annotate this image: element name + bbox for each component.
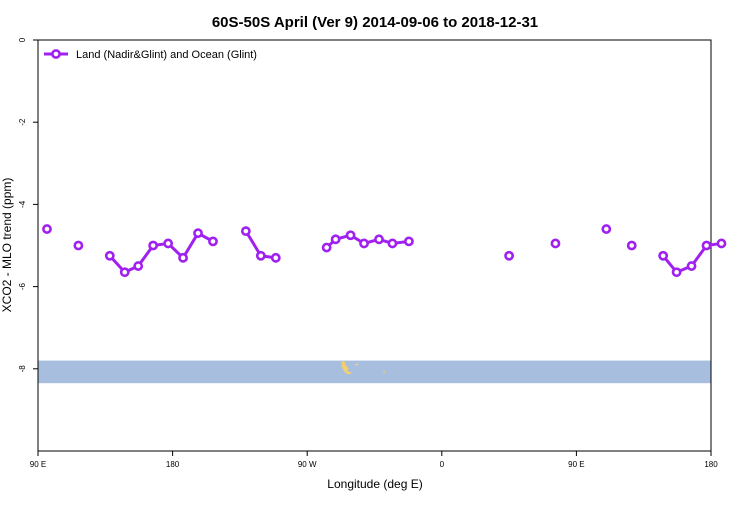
x-tick-label: 0: [440, 460, 445, 469]
data-point: [345, 230, 356, 241]
data-point: [193, 228, 203, 239]
data-point: [119, 267, 130, 278]
data-point: [208, 236, 218, 247]
map-land-south-america: [341, 361, 352, 375]
data-point: [163, 238, 174, 249]
data-point: [701, 240, 712, 251]
plot-frame: [37, 39, 712, 452]
y-tick-label: -4: [18, 200, 27, 208]
data-point: [148, 240, 159, 251]
map-ocean-band: [38, 360, 711, 384]
y-axis-label: XCO2 - MLO trend (ppm): [0, 178, 14, 313]
plot-area: 90 E 180 90 W 0 90 E 180 0 -2 -4 -6 -8 Land (Nadir&…: [18, 37, 727, 469]
y-tick-label: -8: [18, 365, 27, 373]
data-point: [321, 242, 332, 253]
data-point: [133, 261, 144, 271]
data-point: [686, 261, 697, 271]
data-point: [104, 250, 115, 261]
data-point: [601, 224, 612, 234]
data-point: [374, 234, 384, 245]
x-axis-label: Longitude (deg E): [327, 477, 422, 491]
x-tick-label: 90 E: [30, 460, 46, 469]
y-tick-label: -6: [18, 282, 27, 290]
data-point: [626, 240, 637, 251]
x-tick-label: 90 W: [298, 460, 317, 469]
series-line: [108, 231, 214, 274]
y-tick-label: 0: [18, 37, 27, 42]
data-point: [330, 234, 341, 245]
legend-marker: [51, 49, 61, 59]
data-point: [240, 226, 251, 237]
data-point: [550, 238, 561, 249]
map-land-falklands: [355, 363, 359, 366]
data-point: [658, 250, 669, 261]
map-land-south-georgia: [383, 370, 385, 373]
data-point: [270, 252, 281, 263]
y-tick-label: -2: [18, 118, 27, 126]
data-point: [716, 238, 727, 249]
chart-title: 60S-50S April (Ver 9) 2014-09-06 to 2018…: [212, 14, 538, 31]
x-tick-label: 180: [166, 460, 180, 469]
data-point: [403, 236, 414, 247]
x-tick-label: 180: [704, 460, 718, 469]
x-tick-label: 90 E: [568, 460, 584, 469]
data-point: [73, 240, 84, 251]
legend-label: Land (Nadir&Glint) and Ocean (Glint): [76, 49, 257, 61]
data-point: [387, 238, 398, 249]
data-point: [255, 250, 266, 261]
data-point: [42, 224, 52, 234]
data-point: [671, 267, 682, 278]
data-point: [359, 238, 369, 249]
data-point: [504, 250, 514, 261]
data-point: [178, 252, 188, 263]
